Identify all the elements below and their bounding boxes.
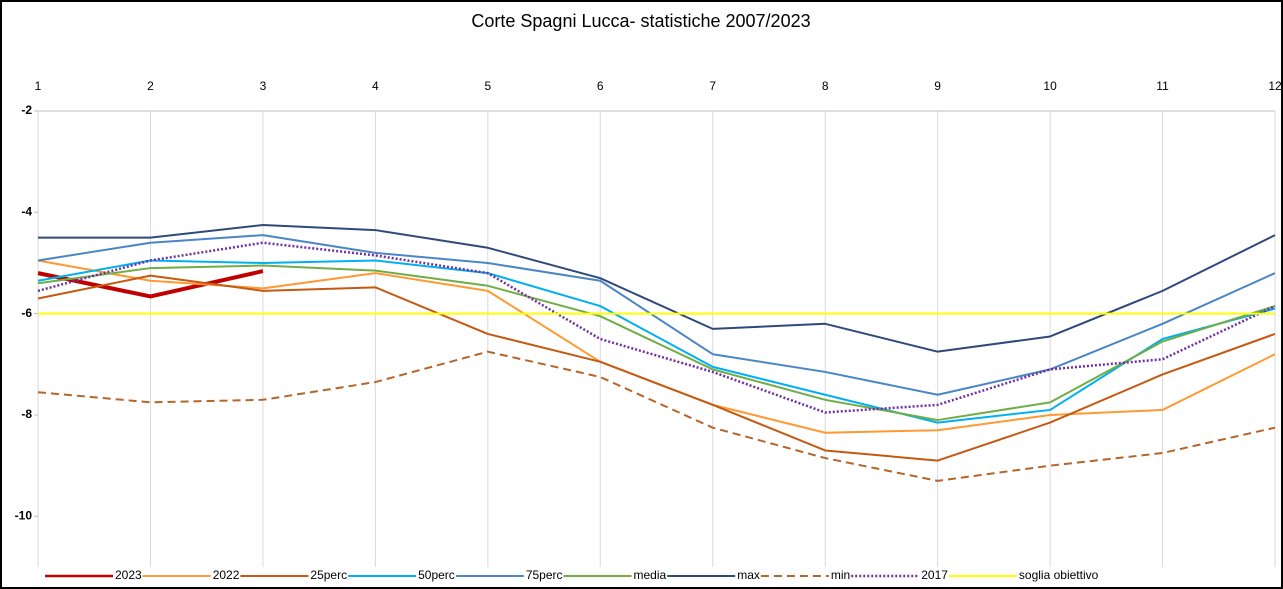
x-tick-label: 9 xyxy=(934,79,941,93)
legend-label: max xyxy=(737,568,760,582)
series-line xyxy=(37,264,1276,422)
legend-label: 2017 xyxy=(921,568,948,582)
series-line xyxy=(37,234,1276,396)
x-tick-label: 6 xyxy=(597,79,604,93)
x-tick-label: 2 xyxy=(147,79,154,93)
series-line xyxy=(37,269,264,299)
legend-label: min xyxy=(831,568,850,582)
legend-label: 25perc xyxy=(310,568,347,582)
series-line xyxy=(37,259,1276,424)
legend-label: 2022 xyxy=(213,568,240,582)
chart-title: Corte Spagni Lucca- statistiche 2007/202… xyxy=(471,11,810,31)
legend-label: 75perc xyxy=(526,568,563,582)
legend-label: 2023 xyxy=(115,568,142,582)
x-tick-label: 10 xyxy=(1043,79,1057,93)
series-line xyxy=(37,274,1276,462)
legend-label: soglia obiettivo xyxy=(1019,568,1099,582)
x-tick-label: 1 xyxy=(35,79,42,93)
x-tick-label: 4 xyxy=(372,79,379,93)
x-tick-label: 5 xyxy=(484,79,491,93)
series-line xyxy=(37,241,1276,414)
y-tick-label: -8 xyxy=(21,407,32,421)
y-tick-label: -2 xyxy=(21,103,32,117)
legend-label: media xyxy=(634,568,667,582)
series-line xyxy=(37,350,1276,482)
x-tick-label: 11 xyxy=(1156,79,1169,93)
y-tick-label: -4 xyxy=(21,205,32,219)
legend-label: 50perc xyxy=(418,568,455,582)
y-tick-label: -10 xyxy=(15,509,33,523)
y-tick-label: -6 xyxy=(21,306,32,320)
x-tick-label: 7 xyxy=(709,79,716,93)
x-tick-label: 3 xyxy=(260,79,267,93)
series-line xyxy=(38,224,1276,353)
x-tick-label: 12 xyxy=(1268,79,1282,93)
x-tick-label: 8 xyxy=(822,79,829,93)
